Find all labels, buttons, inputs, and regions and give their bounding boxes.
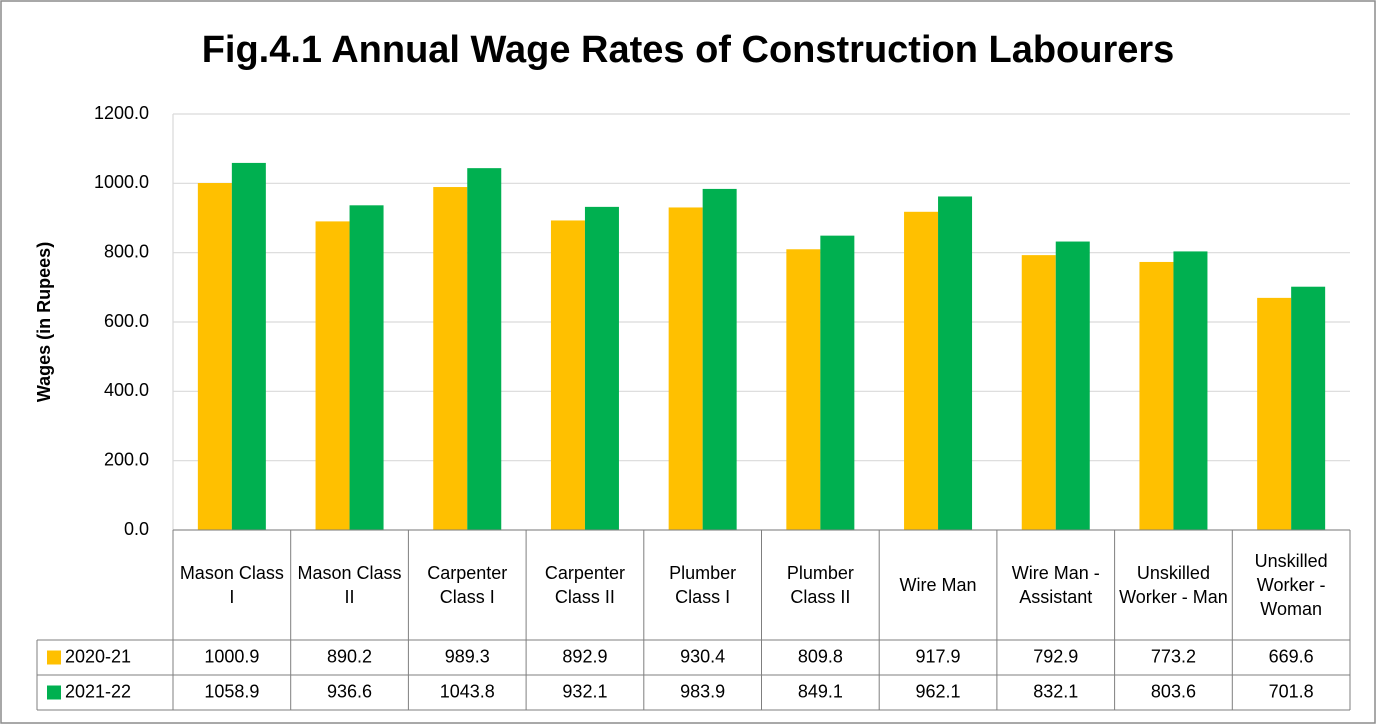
y-tick-label: 200.0 [104, 449, 149, 469]
bar [668, 207, 703, 530]
table-value: 892.9 [562, 646, 607, 666]
chart-title: Fig.4.1 Annual Wage Rates of Constructio… [202, 29, 1175, 71]
table-value: 1000.9 [204, 646, 259, 666]
bar [820, 235, 855, 531]
y-tick-label: 800.0 [104, 241, 149, 261]
table-value: 930.4 [680, 646, 725, 666]
category-label: Unskilled Worker - Man [1119, 563, 1228, 607]
legend-swatch [47, 650, 61, 665]
y-tick-label: 1000.0 [94, 172, 149, 192]
bar [904, 211, 939, 530]
bar [702, 188, 737, 530]
bar [1257, 297, 1292, 530]
category-label: Plumber Class I [669, 563, 737, 607]
table-value: 962.1 [916, 681, 961, 701]
category-label: Plumber Class II [786, 563, 854, 607]
bar [1291, 286, 1326, 530]
table-value: 849.1 [798, 681, 843, 701]
bar [197, 183, 232, 530]
bar [584, 206, 619, 530]
bar [786, 249, 821, 530]
table-value: 792.9 [1033, 646, 1078, 666]
category-label: Carpenter Class I [427, 563, 508, 607]
bar [1021, 255, 1056, 531]
bar [315, 221, 350, 530]
bar [433, 187, 468, 530]
bar [349, 205, 384, 530]
table-value: 669.6 [1269, 646, 1314, 666]
category-label: Mason Class II [297, 563, 402, 607]
bar [467, 168, 502, 530]
table-value: 701.8 [1269, 681, 1314, 701]
table-value: 1043.8 [440, 681, 495, 701]
bar [1139, 261, 1174, 530]
table-value: 989.3 [445, 646, 490, 666]
y-tick-label: 400.0 [104, 380, 149, 400]
bar [550, 220, 585, 530]
y-axis-label: Wages (in Rupees) [34, 242, 54, 402]
table-value: 773.2 [1151, 646, 1196, 666]
y-tick-label: 1200.0 [94, 103, 149, 123]
bar [1055, 241, 1090, 530]
legend-label: 2020-21 [65, 646, 131, 666]
table-value: 1058.9 [204, 681, 259, 701]
table-value: 890.2 [327, 646, 372, 666]
table-value: 803.6 [1151, 681, 1196, 701]
table-value: 932.1 [562, 681, 607, 701]
category-label: Unskilled Worker - Woman [1254, 551, 1328, 619]
category-label: Carpenter Class II [544, 563, 625, 607]
bar [231, 162, 266, 530]
bar [938, 196, 973, 531]
table-value: 917.9 [916, 646, 961, 666]
legend-swatch [47, 685, 61, 700]
bar [1173, 251, 1208, 530]
category-label: Wire Man - Assistant [1011, 563, 1100, 607]
table-value: 936.6 [327, 681, 372, 701]
table-value: 809.8 [798, 646, 843, 666]
table-value: 983.9 [680, 681, 725, 701]
category-label: Mason Class I [179, 563, 284, 607]
category-label: Wire Man [899, 575, 977, 595]
table-value: 832.1 [1033, 681, 1078, 701]
y-tick-label: 600.0 [104, 311, 149, 331]
legend-label: 2021-22 [65, 681, 131, 701]
y-tick-label: 0.0 [124, 519, 149, 539]
